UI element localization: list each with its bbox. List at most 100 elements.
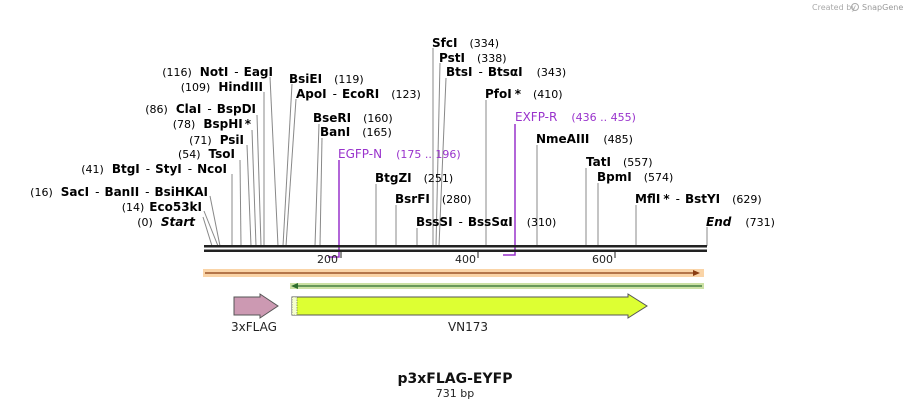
site-pos: (14) — [122, 201, 145, 214]
ruler-label-400: 400 — [455, 253, 476, 266]
site-pos: (54) — [178, 148, 201, 161]
site-pos: (629) — [732, 193, 762, 206]
site-name: BanI — [320, 125, 350, 139]
site-pos: (574) — [644, 171, 674, 184]
site-line-ecori — [285, 98, 297, 247]
site-sep: - — [676, 192, 680, 206]
site-star: * — [245, 117, 252, 131]
site-pos: (410) — [533, 88, 563, 101]
primer-range: (436 .. 455) — [571, 111, 636, 124]
site-label-btsi: BtsI - BtsαI (343) — [446, 65, 566, 79]
site-label-noti: (116) NotI - EagI — [162, 65, 273, 79]
site-pos: (123) — [391, 88, 421, 101]
site-pos: (119) — [334, 73, 364, 86]
site-line-eco53ki — [203, 210, 219, 247]
primer-name: EXFP-R — [515, 110, 557, 124]
site-line-bsiei — [282, 83, 293, 247]
site-name: BssSαI — [468, 215, 513, 229]
site-name: BssSI — [416, 215, 453, 229]
site-name: BsiHKAI — [155, 185, 209, 199]
cut-site-lines — [202, 48, 708, 247]
site-label-bpmi: BpmI (574) — [597, 170, 673, 184]
site-label-psti: PstI (338) — [439, 51, 507, 65]
sequence-title: p3xFLAG-EYFP — [398, 371, 513, 387]
primer-range: (175 .. 196) — [396, 148, 461, 161]
primer-name: EGFP-N — [338, 147, 382, 161]
site-label-psii: (71) PsiI — [189, 133, 244, 147]
site-line-tsoi — [239, 159, 242, 247]
site-name: ClaI — [176, 102, 201, 116]
site-pos: (731) — [745, 216, 775, 229]
site-label-saci: (16) SacI - BanII - BsiHKAI — [30, 185, 208, 199]
site-name: SfcI — [432, 36, 457, 50]
site-star: * — [663, 192, 670, 206]
feature-vn173-label: VN173 — [448, 320, 488, 334]
site-pos: (280) — [442, 193, 472, 206]
site-name: NcoI — [197, 162, 227, 176]
site-name: HindIII — [218, 80, 263, 94]
primers: EGFP-N (175 .. 196) EXFP-R (436 .. 455) — [328, 110, 636, 258]
site-label-bsrfi: BsrFI (280) — [395, 192, 471, 206]
site-line-btsi — [438, 77, 447, 247]
site-line-bseri — [314, 123, 320, 247]
site-label-clai: (86) ClaI - BspDI — [145, 102, 256, 116]
site-pos: (78) — [173, 118, 196, 131]
feature-vn173-arrow — [291, 293, 648, 319]
site-name: BstYI — [685, 192, 720, 206]
sequence-length: 731 bp — [436, 387, 474, 400]
cut-site-labels: (0) Start (14) Eco53kI (16) SacI - BanII - BsiH… — [30, 65, 273, 229]
site-name: StyI — [155, 162, 182, 176]
orange-bar-arrowhead-icon — [693, 270, 700, 276]
feature-3xflag-arrow — [233, 293, 279, 319]
site-label-sfci: SfcI (334) — [432, 36, 499, 50]
primer-exfp-r-label: EXFP-R (436 .. 455) — [515, 110, 636, 124]
site-pos: (485) — [603, 133, 633, 146]
site-pos: (251) — [424, 172, 454, 185]
site-name: BseRI — [313, 111, 351, 125]
site-pos: (557) — [623, 156, 653, 169]
site-label-eco53ki: (14) Eco53kI — [122, 200, 202, 214]
site-name: Eco53kI — [149, 200, 202, 214]
site-name: BspHI — [203, 117, 242, 131]
site-sep: - — [207, 102, 211, 116]
site-star: * — [515, 87, 522, 101]
site-label-mfli: MflI * - BstYI (629) — [635, 192, 762, 206]
primer-egfp-n-label: EGFP-N (175 .. 196) — [338, 147, 461, 161]
site-pos: (86) — [145, 103, 168, 116]
site-name: BsrFI — [395, 192, 430, 206]
site-line-psii — [246, 144, 252, 247]
site-line-clai — [256, 114, 262, 247]
site-name: PstI — [439, 51, 465, 65]
site-name: BspDI — [217, 102, 256, 116]
cut-site-labels-right: BsiEI (119) ApoI - EcoRI (123) BseRI (160) Ba… — [289, 36, 775, 229]
sequence-backbone — [204, 245, 707, 252]
site-label-end: End (731) — [706, 215, 775, 229]
site-line-bsphi — [251, 129, 257, 247]
site-sep: - — [188, 162, 192, 176]
site-name: BtgZI — [375, 171, 412, 185]
site-name: EcoRI — [342, 87, 379, 101]
site-name: BtsI — [446, 65, 473, 79]
site-sep: - — [333, 87, 337, 101]
site-pos: (343) — [537, 66, 567, 79]
snapgene-logo-icon — [851, 3, 859, 11]
site-name: TatI — [586, 155, 611, 169]
site-name: PsiI — [220, 133, 244, 147]
site-label-start: (0) Start — [137, 215, 196, 229]
site-line-noti — [269, 76, 279, 247]
site-label-tati: TatI (557) — [586, 155, 653, 169]
site-label-bseri: BseRI (160) — [313, 111, 393, 125]
feature-vn173-start-marker — [291, 296, 298, 316]
primer-egfp-n-bracket — [328, 160, 340, 258]
site-pos: (109) — [181, 81, 211, 94]
site-sep: - — [234, 65, 238, 79]
site-name: BtsαI — [488, 65, 523, 79]
site-label-hindiii: (109) HindIII — [181, 80, 263, 94]
primer-exfp-r-bracket — [503, 124, 516, 256]
site-label-pfoi: PfoI * (410) — [485, 87, 563, 101]
green-feature-bar — [290, 283, 704, 289]
site-label-bsiei: BsiEI (119) — [289, 72, 364, 86]
site-pos: (71) — [189, 134, 212, 147]
site-pos: (338) — [477, 52, 507, 65]
